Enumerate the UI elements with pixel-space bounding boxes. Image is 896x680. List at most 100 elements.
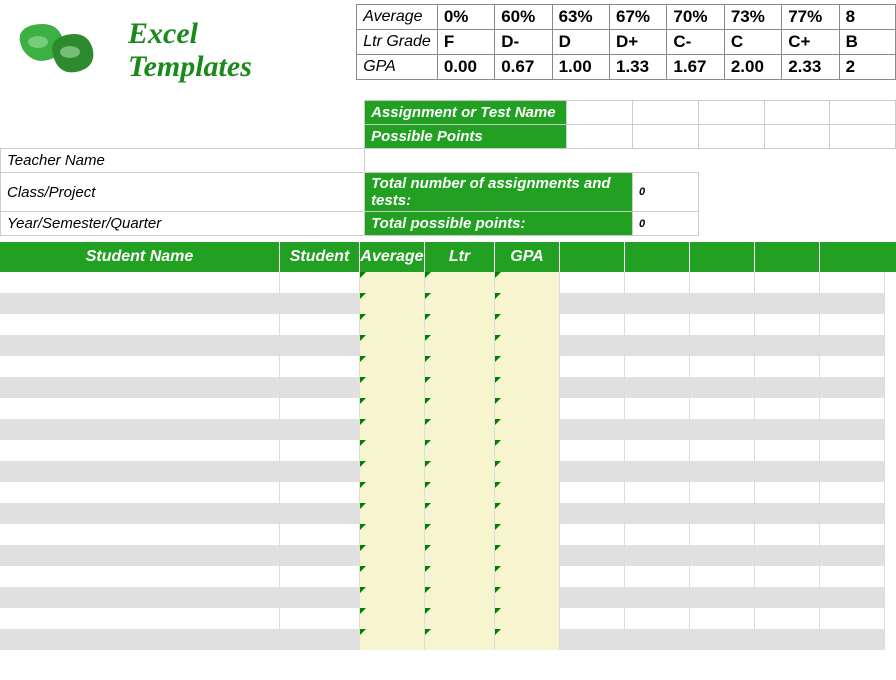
cell-extra[interactable] [560, 419, 625, 440]
cell-extra[interactable] [560, 272, 625, 293]
cell-extra[interactable] [820, 419, 885, 440]
cell-ltr-grade[interactable] [425, 398, 495, 419]
cell-extra[interactable] [560, 503, 625, 524]
cell-extra[interactable] [690, 293, 755, 314]
cell-student-id[interactable] [280, 314, 360, 335]
cell-student-id[interactable] [280, 587, 360, 608]
cell-extra[interactable] [755, 272, 820, 293]
cell-extra[interactable] [755, 524, 820, 545]
cell-extra[interactable] [820, 398, 885, 419]
cell-gpa[interactable] [495, 566, 560, 587]
cell-gpa[interactable] [495, 272, 560, 293]
cell-extra[interactable] [820, 440, 885, 461]
cell-extra[interactable] [560, 545, 625, 566]
cell-student-id[interactable] [280, 503, 360, 524]
cell-ltr-grade[interactable] [425, 356, 495, 377]
cell-average[interactable] [360, 566, 425, 587]
cell-extra[interactable] [755, 482, 820, 503]
cell-average[interactable] [360, 587, 425, 608]
cell-average[interactable] [360, 482, 425, 503]
cell-ltr-grade[interactable] [425, 566, 495, 587]
cell-extra[interactable] [820, 335, 885, 356]
cell-extra[interactable] [625, 335, 690, 356]
cell-extra[interactable] [625, 461, 690, 482]
cell-extra[interactable] [560, 398, 625, 419]
cell-extra[interactable] [690, 461, 755, 482]
cell-extra[interactable] [755, 377, 820, 398]
cell-extra[interactable] [755, 440, 820, 461]
cell-gpa[interactable] [495, 293, 560, 314]
cell-student-id[interactable] [280, 419, 360, 440]
cell-extra[interactable] [625, 524, 690, 545]
cell-student-name[interactable] [0, 503, 280, 524]
cell-ltr-grade[interactable] [425, 482, 495, 503]
cell-gpa[interactable] [495, 524, 560, 545]
cell-student-id[interactable] [280, 335, 360, 356]
cell-extra[interactable] [755, 398, 820, 419]
cell-ltr-grade[interactable] [425, 503, 495, 524]
cell-ltr-grade[interactable] [425, 419, 495, 440]
cell-extra[interactable] [690, 377, 755, 398]
cell-gpa[interactable] [495, 377, 560, 398]
cell-extra[interactable] [690, 629, 755, 650]
cell-extra[interactable] [560, 377, 625, 398]
cell-student-name[interactable] [0, 482, 280, 503]
cell-student-id[interactable] [280, 293, 360, 314]
cell-student-id[interactable] [280, 272, 360, 293]
cell-ltr-grade[interactable] [425, 608, 495, 629]
cell-extra[interactable] [755, 335, 820, 356]
cell-extra[interactable] [625, 293, 690, 314]
cell-student-name[interactable] [0, 419, 280, 440]
cell-ltr-grade[interactable] [425, 461, 495, 482]
cell-extra[interactable] [820, 629, 885, 650]
cell-extra[interactable] [690, 608, 755, 629]
cell-extra[interactable] [625, 503, 690, 524]
cell-average[interactable] [360, 335, 425, 356]
cell-average[interactable] [360, 314, 425, 335]
cell-extra[interactable] [690, 356, 755, 377]
cell-extra[interactable] [820, 503, 885, 524]
cell-ltr-grade[interactable] [425, 545, 495, 566]
cell-extra[interactable] [820, 272, 885, 293]
cell-extra[interactable] [560, 566, 625, 587]
cell-ltr-grade[interactable] [425, 440, 495, 461]
cell-student-name[interactable] [0, 629, 280, 650]
cell-average[interactable] [360, 440, 425, 461]
cell-extra[interactable] [625, 482, 690, 503]
assignment-cell[interactable] [567, 101, 633, 125]
cell-student-id[interactable] [280, 356, 360, 377]
cell-extra[interactable] [820, 482, 885, 503]
cell-gpa[interactable] [495, 461, 560, 482]
cell-extra[interactable] [755, 566, 820, 587]
cell-student-name[interactable] [0, 377, 280, 398]
cell-extra[interactable] [755, 356, 820, 377]
cell-student-name[interactable] [0, 440, 280, 461]
cell-student-id[interactable] [280, 629, 360, 650]
cell-student-name[interactable] [0, 587, 280, 608]
cell-student-id[interactable] [280, 524, 360, 545]
cell-student-name[interactable] [0, 545, 280, 566]
cell-extra[interactable] [820, 587, 885, 608]
cell-extra[interactable] [560, 482, 625, 503]
cell-ltr-grade[interactable] [425, 314, 495, 335]
cell-extra[interactable] [820, 545, 885, 566]
cell-extra[interactable] [690, 503, 755, 524]
cell-student-id[interactable] [280, 566, 360, 587]
cell-gpa[interactable] [495, 587, 560, 608]
cell-extra[interactable] [625, 566, 690, 587]
cell-student-name[interactable] [0, 524, 280, 545]
cell-student-id[interactable] [280, 482, 360, 503]
cell-extra[interactable] [625, 356, 690, 377]
cell-ltr-grade[interactable] [425, 587, 495, 608]
cell-gpa[interactable] [495, 335, 560, 356]
cell-gpa[interactable] [495, 545, 560, 566]
cell-average[interactable] [360, 503, 425, 524]
cell-student-name[interactable] [0, 293, 280, 314]
cell-extra[interactable] [820, 314, 885, 335]
cell-gpa[interactable] [495, 629, 560, 650]
cell-extra[interactable] [625, 608, 690, 629]
cell-student-name[interactable] [0, 608, 280, 629]
cell-extra[interactable] [690, 272, 755, 293]
cell-extra[interactable] [690, 314, 755, 335]
cell-average[interactable] [360, 293, 425, 314]
